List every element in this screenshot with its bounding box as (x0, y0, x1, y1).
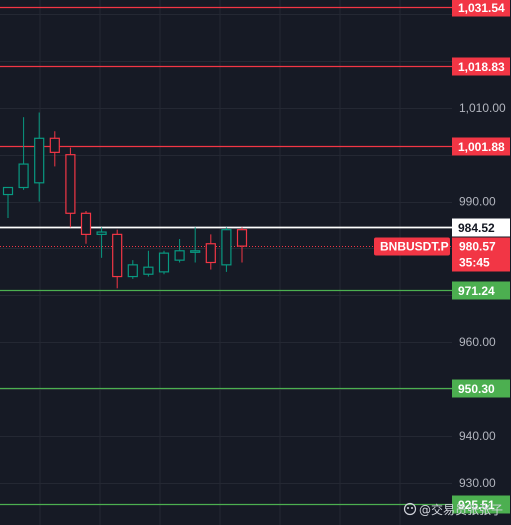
level-label-box (452, 57, 510, 76)
level-price-label: 1,018.83 (452, 57, 510, 76)
candle[interactable] (80, 210, 92, 244)
candle[interactable] (49, 131, 60, 167)
candle[interactable] (205, 234, 216, 270)
candle-body-up (127, 264, 138, 278)
level-label-text: 1,031.54 (458, 1, 505, 15)
candle-body-up (18, 163, 29, 189)
level-label-box (452, 137, 510, 156)
axis-tick-label: 930.00 (459, 476, 496, 490)
candlesticks[interactable] (2, 112, 248, 289)
axis-tick-label: 940.00 (459, 429, 496, 443)
candle[interactable] (221, 227, 232, 272)
candle[interactable] (143, 250, 154, 277)
candle-body-up (2, 186, 14, 196)
candle[interactable] (127, 260, 138, 279)
current-price-box (452, 237, 510, 272)
watermark-icon (403, 502, 417, 516)
level-label-text: 1,018.83 (458, 60, 505, 74)
level-price-label: 1,001.88 (452, 137, 510, 156)
level-label-text: 984.52 (458, 221, 495, 235)
candle-body-up (174, 250, 185, 261)
candle[interactable] (190, 227, 201, 263)
candle-body-down (205, 243, 216, 264)
axis-tick-label: 990.00 (459, 195, 496, 209)
candle-body-down (236, 229, 248, 247)
candle[interactable] (34, 112, 45, 202)
candle[interactable] (112, 229, 123, 289)
candle-body-up (190, 250, 201, 253)
price-axis[interactable]: 1,010.00 990.00 960.00 940.00 930.00 (459, 101, 506, 490)
level-label-box (452, 495, 510, 514)
level-label-text: 925.51 (458, 498, 495, 512)
current-price-text: 980.57 (459, 240, 496, 254)
level-price-label: 1,031.54 (452, 0, 510, 17)
level-label-text: 1,001.88 (458, 140, 505, 154)
level-label-text: 950.30 (458, 382, 495, 396)
level-label-box (452, 0, 510, 17)
watermark-text: @交易员张张子 (419, 502, 503, 517)
current-price-label: BNBUSDT.P 980.57 35:45 (374, 237, 510, 272)
candle-body-up (96, 231, 107, 235)
candle-body-up (34, 137, 45, 184)
symbol-tag-text: BNBUSDT.P (380, 240, 449, 254)
price-labels: 1,031.54 1,018.83 1,001.88 984.52 971.24 950.… (374, 0, 510, 514)
candle[interactable] (2, 186, 14, 218)
candle[interactable] (174, 239, 185, 263)
level-label-box (452, 379, 510, 398)
symbol-tag-box (374, 237, 450, 256)
candle[interactable] (18, 117, 29, 190)
candle-body-up (221, 229, 232, 266)
axis-tick-label: 1,010.00 (459, 101, 506, 115)
watermark: @交易员张张子 (403, 502, 503, 517)
candle[interactable] (65, 147, 76, 228)
candle[interactable] (96, 227, 107, 258)
candle-body-down (80, 212, 92, 235)
level-label-box (452, 281, 510, 300)
level-label-box (452, 218, 510, 237)
level-price-label: 925.51 (452, 495, 510, 514)
level-price-label: 984.52 (452, 218, 510, 237)
candle-body-up (143, 266, 154, 275)
candle-body-down (49, 137, 60, 153)
candle[interactable] (158, 250, 170, 275)
level-price-label: 950.30 (452, 379, 510, 398)
axis-tick-label: 960.00 (459, 335, 496, 349)
candle-body-down (112, 233, 123, 278)
candle-body-down (65, 154, 76, 214)
level-price-label: 971.24 (452, 281, 510, 300)
candle-body-up (158, 252, 170, 273)
candle[interactable] (236, 227, 248, 263)
level-label-text: 971.24 (458, 284, 495, 298)
countdown-text: 35:45 (459, 256, 490, 270)
